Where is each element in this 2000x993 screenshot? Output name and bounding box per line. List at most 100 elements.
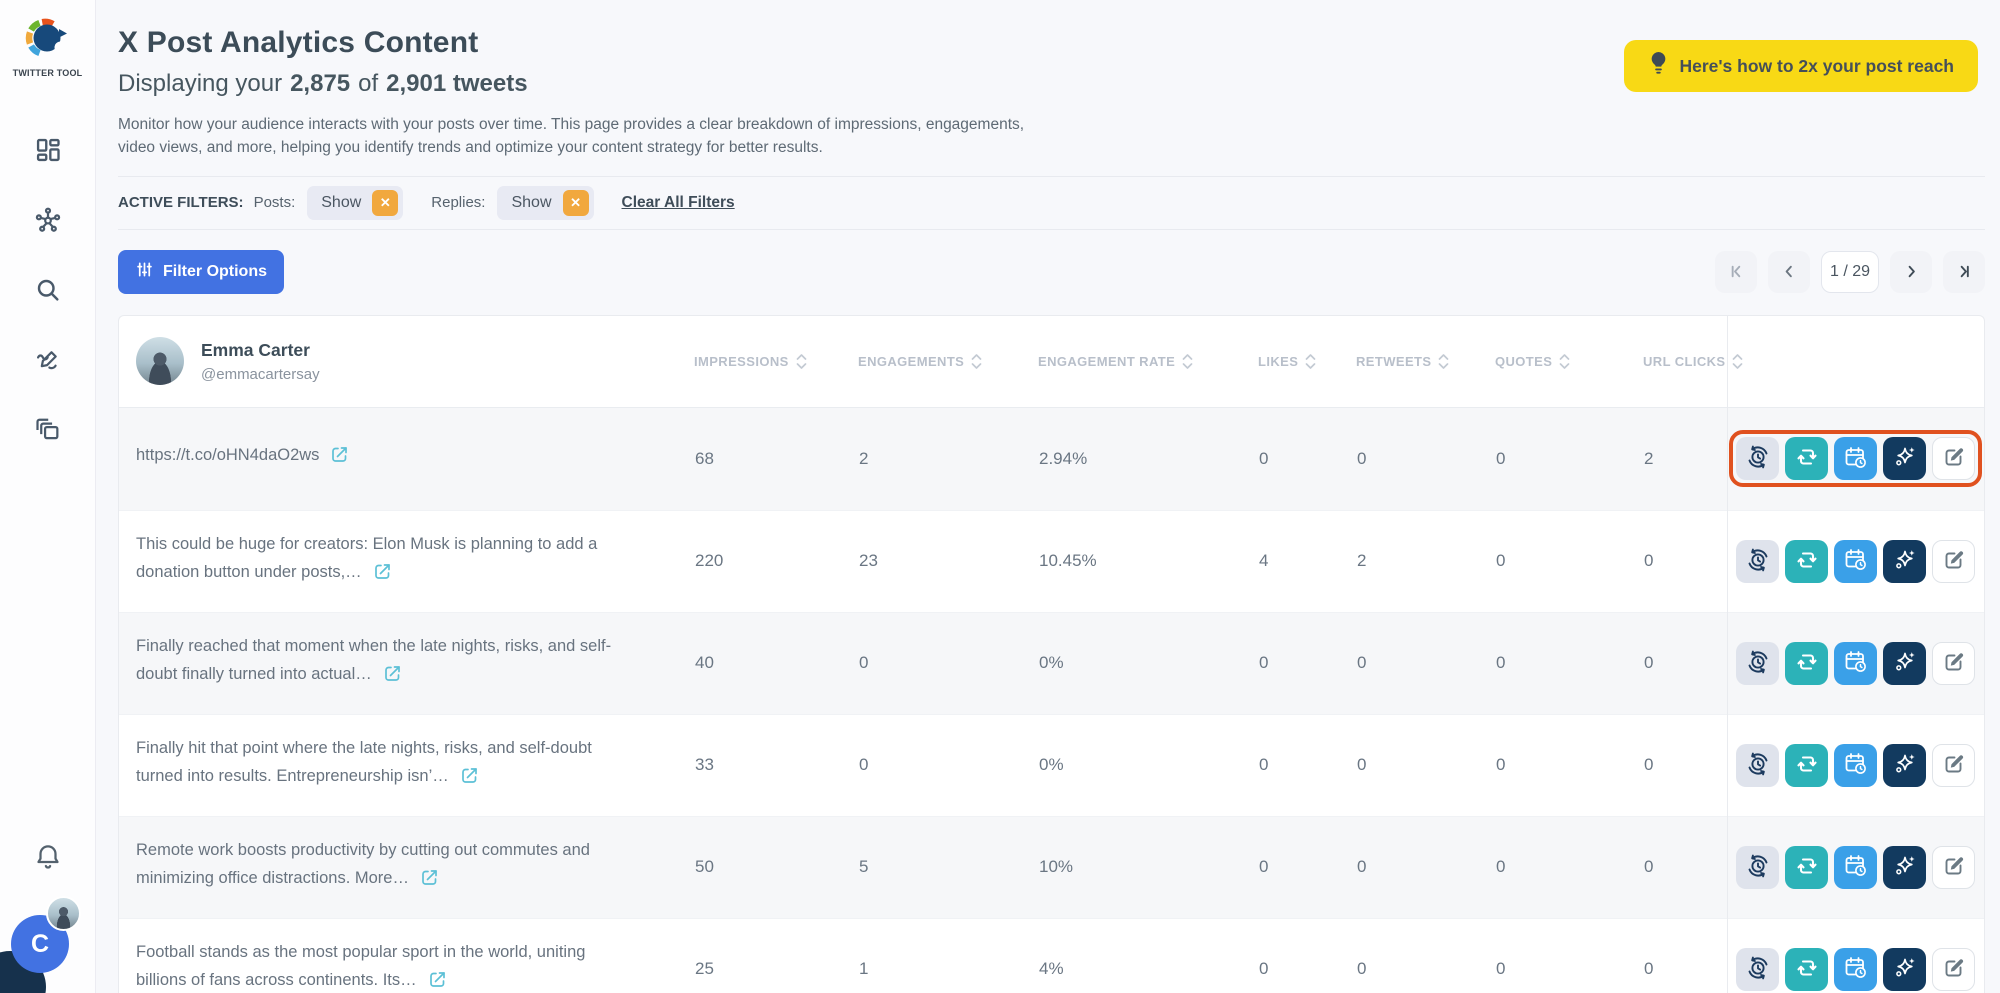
column-header-engagement-rate[interactable]: ENGAGEMENT RATE — [1033, 354, 1253, 369]
refresh-clock-icon — [1745, 547, 1771, 576]
sidebar-item-collections[interactable] — [33, 416, 63, 446]
schedule-button[interactable] — [1834, 743, 1877, 787]
schedule-button[interactable] — [1834, 641, 1877, 685]
schedule-button[interactable] — [1834, 437, 1877, 480]
calendar-clock-icon — [1843, 955, 1868, 983]
calendar-clock-icon — [1843, 751, 1868, 779]
calendar-clock-icon — [1843, 547, 1868, 575]
remove-posts-filter-button[interactable]: ✕ — [372, 189, 399, 216]
cell-impressions: 33 — [695, 755, 714, 774]
external-link-icon[interactable] — [419, 867, 440, 897]
sparkle-icon — [1892, 444, 1918, 473]
app-logo[interactable]: TWITTER TOOL — [13, 16, 83, 78]
cell-likes: 0 — [1259, 448, 1269, 468]
retweet-button[interactable] — [1785, 743, 1828, 787]
user-photo-avatar[interactable] — [46, 896, 81, 931]
ai-enhance-button[interactable] — [1883, 947, 1926, 991]
history-refresh-button[interactable] — [1736, 845, 1779, 889]
retweet-icon — [1795, 956, 1819, 983]
sidebar-item-dashboard[interactable] — [33, 136, 63, 166]
calendar-clock-icon — [1843, 853, 1868, 881]
edit-button[interactable] — [1932, 437, 1975, 480]
edit-pencil-icon — [1942, 548, 1966, 575]
external-link-icon[interactable] — [372, 561, 393, 591]
retweet-button[interactable] — [1785, 437, 1828, 480]
previous-page-button[interactable] — [1767, 250, 1810, 293]
network-hub-icon — [34, 206, 62, 237]
ai-enhance-button[interactable] — [1883, 743, 1926, 787]
schedule-button[interactable] — [1834, 947, 1877, 991]
edit-button[interactable] — [1932, 539, 1975, 583]
external-link-icon[interactable] — [329, 444, 350, 474]
tweet-cell: Football stands as the most popular spor… — [119, 939, 689, 993]
column-header-impressions[interactable]: IMPRESSIONS — [689, 354, 853, 369]
last-page-button[interactable] — [1943, 250, 1985, 293]
tweet-text: https://t.co/oHN4daO2ws — [136, 446, 320, 465]
ai-enhance-button[interactable] — [1883, 539, 1926, 583]
edit-button[interactable] — [1932, 947, 1975, 991]
external-link-icon[interactable] — [459, 765, 480, 795]
ai-enhance-button[interactable] — [1883, 845, 1926, 889]
tip-banner[interactable]: Here's how to 2x your post reach — [1624, 40, 1978, 92]
retweet-icon — [1795, 548, 1819, 575]
column-header-engagements[interactable]: ENGAGEMENTS — [853, 354, 1033, 369]
history-refresh-button[interactable] — [1736, 743, 1779, 787]
sidebar-item-compose[interactable] — [33, 346, 63, 376]
page-description: Monitor how your audience interacts with… — [118, 113, 1985, 160]
column-header-quotes[interactable]: QUOTES — [1490, 354, 1638, 369]
cell-likes: 0 — [1259, 959, 1269, 978]
cell-impressions: 50 — [695, 857, 714, 876]
sparkle-icon — [1892, 853, 1918, 882]
table-header-row: Emma Carter @emmacartersay IMPRESSIONS EN… — [119, 316, 1984, 408]
first-page-button[interactable] — [1714, 250, 1757, 293]
history-refresh-button[interactable] — [1736, 539, 1779, 583]
cell-likes: 4 — [1259, 551, 1269, 570]
tweet-cell: https://t.co/oHN4daO2ws — [119, 442, 689, 474]
cell-quotes: 0 — [1496, 857, 1506, 876]
external-link-icon[interactable] — [382, 663, 403, 693]
sidebar-item-search[interactable] — [33, 276, 63, 306]
tweet-cell: Finally hit that point where the late ni… — [119, 735, 689, 794]
cell-quotes: 0 — [1496, 551, 1506, 570]
notifications-bell-button[interactable] — [33, 842, 63, 875]
tweet-text: This could be huge for creators: Elon Mu… — [136, 535, 598, 581]
bell-icon — [33, 845, 63, 875]
column-header-url-clicks[interactable]: URL CLICKS — [1638, 354, 1743, 369]
column-header-retweets[interactable]: RETWEETS — [1351, 354, 1490, 369]
next-page-button[interactable] — [1890, 250, 1932, 293]
history-refresh-button[interactable] — [1736, 437, 1779, 480]
avatar-letter: C — [30, 929, 50, 958]
retweet-button[interactable] — [1785, 845, 1828, 889]
schedule-button[interactable] — [1834, 845, 1877, 889]
filter-options-button[interactable]: Filter Options — [118, 249, 284, 294]
edit-button[interactable] — [1932, 845, 1975, 889]
remove-replies-filter-button[interactable]: ✕ — [562, 189, 589, 216]
retweet-button[interactable] — [1785, 947, 1828, 991]
history-refresh-button[interactable] — [1736, 947, 1779, 991]
ai-enhance-button[interactable] — [1883, 437, 1926, 480]
schedule-button[interactable] — [1834, 539, 1877, 583]
cell-retweets: 0 — [1357, 653, 1367, 672]
cell-url-clicks: 0 — [1644, 857, 1654, 876]
tweet-text: Football stands as the most popular spor… — [136, 943, 586, 989]
account-name: Emma Carter — [201, 339, 310, 360]
column-header-likes[interactable]: LIKES — [1253, 354, 1351, 369]
subtitle-of: of — [358, 70, 379, 97]
retweet-button[interactable] — [1785, 539, 1828, 583]
row-actions-cell — [1727, 839, 1984, 896]
edit-button[interactable] — [1932, 641, 1975, 685]
posts-filter-chip: Show ✕ — [307, 185, 404, 220]
sort-icon — [1182, 353, 1193, 369]
external-link-icon[interactable] — [427, 969, 448, 993]
cell-likes: 0 — [1259, 755, 1269, 774]
sort-icon — [1732, 353, 1743, 369]
edit-button[interactable] — [1932, 743, 1975, 787]
sidebar-item-network[interactable] — [33, 206, 63, 236]
table-row: Finally reached that moment when the lat… — [119, 611, 1984, 714]
cell-engagement-rate: 10% — [1039, 857, 1074, 876]
clear-all-filters-link[interactable]: Clear All Filters — [621, 193, 735, 211]
retweet-button[interactable] — [1785, 641, 1828, 685]
ai-enhance-button[interactable] — [1883, 641, 1926, 685]
history-refresh-button[interactable] — [1736, 641, 1779, 685]
shown-count: 2,875 — [290, 70, 351, 97]
